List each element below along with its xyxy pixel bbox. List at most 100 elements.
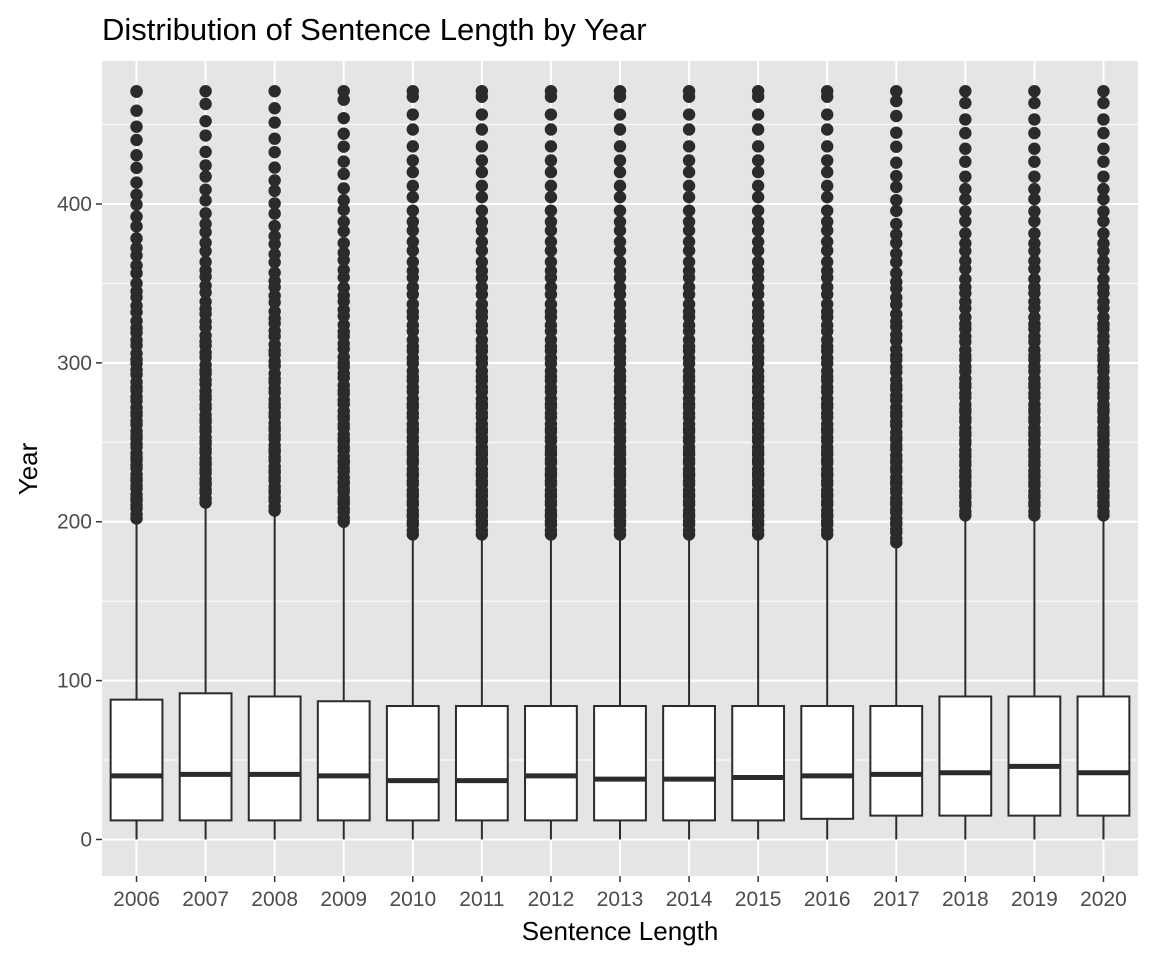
outlier-point <box>959 192 972 206</box>
chart-title: Distribution of Sentence Length by Year <box>102 12 647 47</box>
outlier-point <box>613 333 627 347</box>
outlier-point <box>199 279 212 292</box>
iqr-box <box>1007 695 1062 817</box>
box-2011 <box>454 84 509 840</box>
outlier-point <box>1097 192 1110 206</box>
outlier-point <box>199 236 212 249</box>
iqr-box <box>109 698 164 822</box>
outlier-point <box>475 280 489 294</box>
iqr-box <box>178 692 233 822</box>
iqr-box <box>1076 695 1131 817</box>
iqr-box <box>731 705 786 822</box>
outlier-point <box>406 165 419 179</box>
outlier-point <box>821 179 834 193</box>
outlier-point <box>199 264 212 277</box>
outlier-point <box>613 108 627 121</box>
outlier-point <box>613 235 627 248</box>
outlier-point <box>268 102 281 115</box>
outlier-point <box>821 333 834 347</box>
outlier-point <box>130 210 143 223</box>
outlier-point <box>544 204 558 217</box>
outlier-point <box>751 280 765 294</box>
box-2014 <box>662 84 716 840</box>
outlier-point <box>406 235 419 248</box>
outlier-point <box>751 140 765 153</box>
box-2017 <box>869 84 924 840</box>
outlier-point <box>1097 295 1110 309</box>
outlier-point <box>337 246 350 259</box>
outlier-point <box>406 333 419 347</box>
outlier-point <box>475 244 489 257</box>
outlier-point <box>959 113 972 126</box>
outlier-point <box>130 176 143 189</box>
outlier-point <box>1028 295 1041 309</box>
outlier-point <box>1028 192 1041 206</box>
outlier-point <box>682 215 696 228</box>
outlier-point <box>406 123 419 136</box>
outlier-point <box>544 244 558 257</box>
box-2010 <box>385 84 440 840</box>
outlier-point <box>544 215 558 228</box>
outlier-point <box>544 179 558 193</box>
outlier-point <box>130 277 143 290</box>
outlier-point <box>613 165 627 179</box>
outlier-point <box>1097 227 1110 240</box>
x-tick-label: 2012 <box>528 888 575 911</box>
outlier-point <box>337 182 350 195</box>
outlier-point <box>821 108 834 121</box>
box-2009 <box>316 84 371 840</box>
outlier-point <box>544 108 558 121</box>
outlier-point <box>268 305 281 318</box>
outlier-point <box>821 244 834 257</box>
outlier-point <box>682 204 696 217</box>
outlier-point <box>751 108 765 121</box>
outlier-point <box>544 140 558 153</box>
outlier-point <box>337 140 350 153</box>
box-series <box>109 84 1131 840</box>
outlier-point <box>475 165 489 179</box>
outlier-point <box>544 224 558 237</box>
outlier-point <box>475 264 489 278</box>
outlier-point <box>821 215 834 228</box>
outlier-point <box>406 190 419 204</box>
outlier-point <box>406 84 419 98</box>
outlier-point <box>613 179 627 193</box>
outlier-point <box>1097 96 1110 110</box>
outlier-point <box>1097 215 1110 228</box>
outlier-point <box>475 333 489 347</box>
outlier-point <box>1028 254 1041 268</box>
outlier-point <box>682 235 696 248</box>
iqr-box <box>869 705 924 817</box>
outlier-point <box>890 275 903 289</box>
outlier-point <box>268 161 281 174</box>
outlier-point <box>268 207 281 220</box>
outlier-point <box>544 297 558 311</box>
outlier-point <box>1028 272 1041 286</box>
outlier-point <box>751 204 765 217</box>
outlier-point <box>406 154 419 167</box>
x-tick-label: 2009 <box>320 888 367 911</box>
outlier-point <box>890 256 903 269</box>
box-2019 <box>1007 84 1062 840</box>
outlier-point <box>959 155 972 168</box>
outlier-point <box>406 204 419 217</box>
outlier-point <box>682 154 696 167</box>
outlier-point <box>682 255 696 269</box>
outlier-points <box>1028 84 1041 522</box>
y-tick-label: 200 <box>57 511 92 534</box>
y-tick-label: 300 <box>57 352 92 375</box>
box-2015 <box>731 84 786 840</box>
outlier-point <box>1028 182 1041 196</box>
outlier-point <box>1097 272 1110 286</box>
box-2016 <box>800 84 855 840</box>
outlier-point <box>337 194 350 207</box>
outlier-point <box>890 180 903 194</box>
outlier-point <box>890 140 903 153</box>
outlier-point <box>544 84 558 98</box>
outlier-point <box>475 84 489 98</box>
outlier-point <box>337 236 350 250</box>
outlier-point <box>1097 182 1110 196</box>
outlier-point <box>821 255 834 269</box>
x-tick-label: 2017 <box>873 888 920 911</box>
